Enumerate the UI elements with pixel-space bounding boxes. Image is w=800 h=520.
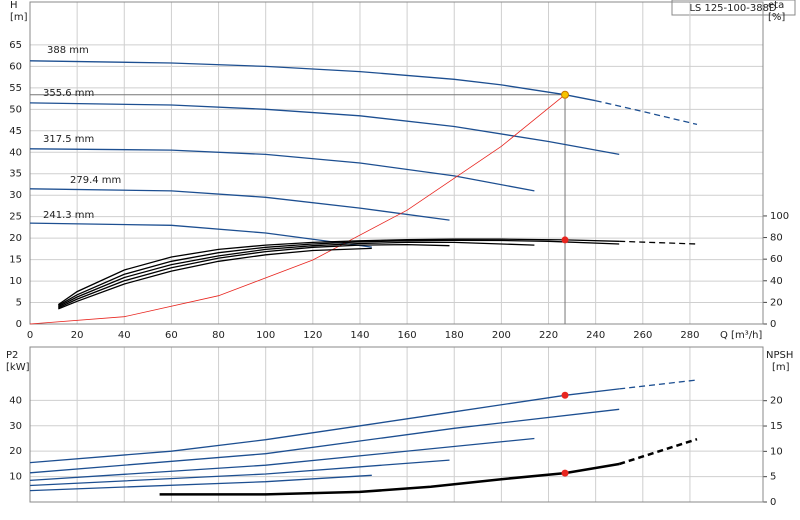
curve <box>29 437 535 482</box>
y-tick-label: 45 <box>9 126 22 137</box>
x-tick-label: 280 <box>680 330 699 341</box>
curve <box>29 474 372 492</box>
x-tick-label: 80 <box>212 330 225 341</box>
operating-point <box>561 236 569 244</box>
curve <box>58 241 535 308</box>
title-box <box>671 0 796 16</box>
curve <box>29 102 620 156</box>
y2-tick-label: 100 <box>770 211 789 222</box>
x-tick-label: 200 <box>492 330 511 341</box>
x-tick-label: 240 <box>586 330 605 341</box>
y2-tick-label: 0 <box>770 497 776 508</box>
plot-frame <box>29 1 764 325</box>
x-tick-label: 260 <box>633 330 652 341</box>
curve <box>619 240 698 245</box>
y-tick-label: 65 <box>9 40 22 51</box>
y-axis-unit: [kW] <box>6 362 30 373</box>
y-tick-label: 55 <box>9 83 22 94</box>
x-tick-label: 220 <box>539 330 558 341</box>
curve <box>29 148 535 192</box>
y2-tick-label: 60 <box>770 254 783 265</box>
chart-title: LS 125-100-388D <box>689 3 777 14</box>
y-axis-label: P2 <box>6 350 18 361</box>
x-tick-label: 40 <box>118 330 131 341</box>
series-label: 317.5 mm <box>43 134 94 145</box>
y-axis-unit: [m] <box>10 12 28 23</box>
curve <box>29 408 620 474</box>
plot-frame <box>29 346 764 503</box>
y-axis-label: H <box>10 0 18 11</box>
x-tick-label: 140 <box>350 330 369 341</box>
x-tick-label: 0 <box>27 330 33 341</box>
x-axis-label: Q [m³/h] <box>720 330 762 341</box>
curve <box>58 243 450 309</box>
y2-axis-unit: [m] <box>772 362 790 373</box>
y-tick-label: 60 <box>9 61 22 72</box>
x-tick-label: 60 <box>165 330 178 341</box>
y2-tick-label: 20 <box>770 396 783 407</box>
y-tick-label: 40 <box>9 147 22 158</box>
y2-axis-label: NPSH <box>766 350 793 361</box>
y-tick-label: 50 <box>9 104 22 115</box>
y2-tick-label: 5 <box>770 472 776 483</box>
y-tick-label: 15 <box>9 255 22 266</box>
y-tick-label: 20 <box>9 233 22 244</box>
x-tick-label: 120 <box>303 330 322 341</box>
x-tick-label: 100 <box>256 330 275 341</box>
x-tick-label: 160 <box>398 330 417 341</box>
y-tick-label: 30 <box>9 421 22 432</box>
curve <box>619 379 698 390</box>
y-tick-label: 5 <box>16 298 22 309</box>
y-tick-label: 0 <box>16 319 22 330</box>
y-tick-label: 30 <box>9 190 22 201</box>
curve <box>57 238 620 306</box>
curve <box>29 94 566 325</box>
operating-point <box>561 90 570 99</box>
x-tick-label: 20 <box>71 330 84 341</box>
series-label: 388 mm <box>47 45 89 56</box>
operating-point <box>561 469 569 477</box>
y2-tick-label: 0 <box>770 319 776 330</box>
y-tick-label: 25 <box>9 212 22 223</box>
x-tick-label: 180 <box>445 330 464 341</box>
operating-point <box>561 391 569 399</box>
curve <box>595 100 698 126</box>
y2-tick-label: 15 <box>770 421 783 432</box>
series-label: 241.3 mm <box>43 210 94 221</box>
curve <box>618 438 698 466</box>
y2-tick-label: 40 <box>770 276 783 287</box>
curve <box>29 60 596 102</box>
series-label: 279.4 mm <box>70 175 121 186</box>
curve <box>29 188 450 221</box>
curve <box>58 247 372 310</box>
y2-axis-unit: [%] <box>768 12 785 23</box>
y-tick-label: 35 <box>9 169 22 180</box>
curve <box>29 459 450 487</box>
y-tick-label: 10 <box>9 276 22 287</box>
y-tick-label: 40 <box>9 395 22 406</box>
series-label: 355.6 mm <box>43 88 94 99</box>
y-tick-label: 10 <box>9 472 22 483</box>
curve <box>57 239 620 307</box>
y2-tick-label: 20 <box>770 297 783 308</box>
y2-axis-label: eta <box>768 0 784 11</box>
y2-tick-label: 10 <box>770 446 783 457</box>
y2-tick-label: 80 <box>770 233 783 244</box>
y-tick-label: 20 <box>9 446 22 457</box>
